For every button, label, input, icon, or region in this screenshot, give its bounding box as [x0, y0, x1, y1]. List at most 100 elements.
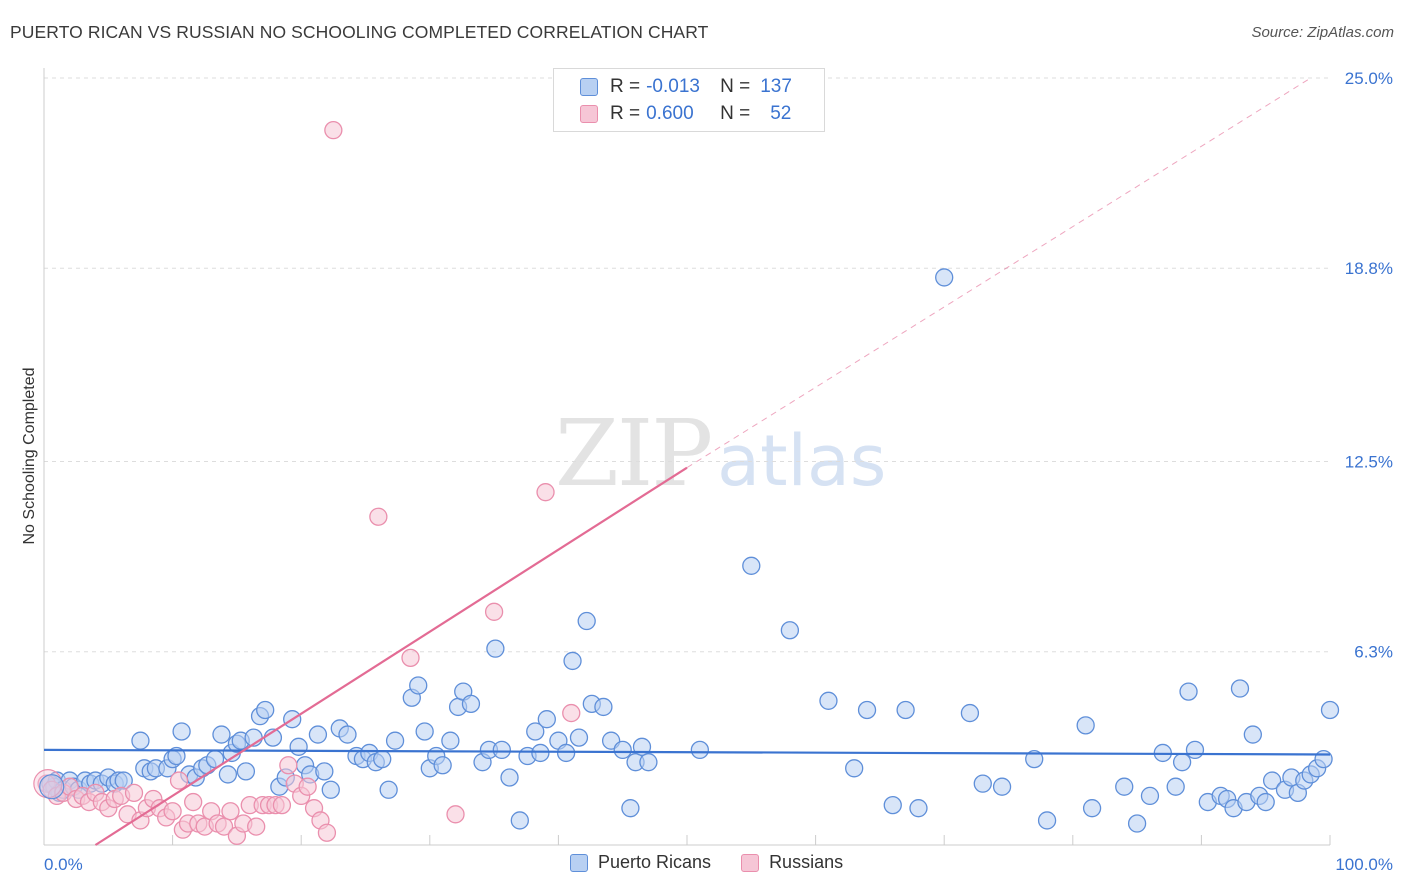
data-point-puerto-rican [212, 725, 231, 744]
data-point-puerto-rican [690, 740, 710, 760]
data-point-puerto-rican [218, 765, 238, 784]
data-point-puerto-rican [289, 737, 308, 756]
x-tick-label-max: 100.0% [1335, 855, 1393, 874]
series-legend-label: Russians [769, 852, 844, 872]
data-point-russian [169, 771, 189, 790]
data-point-puerto-rican [537, 710, 556, 729]
watermark-zip: ZIP [555, 400, 713, 507]
data-point-russian [272, 795, 292, 815]
data-point-puerto-rican [172, 722, 191, 741]
legend-n-label: N = [720, 103, 751, 124]
legend-n-label: N = [720, 76, 751, 97]
data-point-puerto-rican [415, 722, 434, 741]
data-point-puerto-rican [1166, 777, 1185, 796]
data-point-puerto-rican [256, 700, 275, 720]
data-point-russian [298, 777, 317, 796]
data-point-puerto-rican [1037, 811, 1057, 830]
source-note: Source: ZipAtlas.com [1251, 24, 1394, 41]
x-tick-label-min: 0.0% [44, 855, 83, 874]
data-point-puerto-rican [486, 639, 505, 658]
trendline-puerto-rican [43, 748, 1331, 756]
data-point-puerto-rican [500, 768, 519, 787]
data-point-puerto-rican [577, 611, 596, 631]
data-point-puerto-rican [1314, 749, 1333, 769]
data-point-russian [124, 783, 144, 802]
data-point-puerto-rican [621, 799, 640, 818]
data-point-puerto-rican [1076, 716, 1095, 735]
data-point-puerto-rican [613, 740, 632, 760]
data-point-puerto-rican [1256, 792, 1275, 812]
legend-row-puerto-ricans: R = -0.013 N = 137 [580, 75, 792, 99]
data-point-puerto-rican [556, 743, 576, 763]
data-point-puerto-rican [1230, 679, 1250, 698]
legend-n-value: 52 [770, 103, 792, 124]
legend-r-value: -0.013 [646, 76, 700, 97]
data-point-puerto-rican [409, 676, 428, 695]
data-point-puerto-rican [531, 743, 550, 763]
data-point-russian [401, 648, 420, 668]
data-point-puerto-rican [492, 740, 511, 760]
series-swatch-pink [741, 853, 760, 872]
data-point-puerto-rican [1172, 753, 1192, 772]
series-legend-puerto-ricans: Puerto Ricans [570, 852, 711, 873]
data-point-russian [562, 703, 581, 723]
data-point-puerto-rican [385, 731, 405, 750]
data-point-russian [369, 507, 388, 526]
y-tick-label: 6.3% [1354, 643, 1393, 662]
data-point-puerto-rican [1243, 725, 1262, 744]
legend-swatch-blue [580, 78, 598, 96]
data-point-puerto-rican [857, 700, 877, 720]
legend-r-value: 0.600 [646, 103, 694, 124]
data-point-puerto-rican [461, 694, 481, 714]
y-tick-label: 18.8% [1345, 259, 1393, 278]
data-point-russian [446, 805, 465, 824]
data-point-puerto-rican [338, 725, 357, 744]
data-point-puerto-rican [563, 651, 582, 671]
chart-title: PUERTO RICAN VS RUSSIAN NO SCHOOLING COM… [10, 22, 709, 42]
data-point-puerto-rican [373, 749, 392, 769]
data-point-puerto-rican [131, 731, 150, 750]
watermark-atlas: atlas [717, 420, 887, 502]
data-point-puerto-rican [315, 762, 334, 781]
data-point-puerto-rican [909, 799, 928, 818]
data-point-puerto-rican [845, 759, 864, 778]
data-point-russian [214, 817, 234, 836]
data-point-puerto-rican [819, 691, 838, 710]
data-point-puerto-rican [321, 780, 340, 799]
legend-swatch-pink [580, 105, 598, 123]
y-tick-label: 25.0% [1345, 69, 1393, 88]
data-point-russian [317, 823, 337, 842]
trendline-extension-russian [686, 77, 1311, 469]
data-point-puerto-rican [639, 753, 658, 772]
data-point-puerto-rican [236, 762, 256, 781]
series-legend-russians: Russians [741, 852, 843, 873]
data-point-puerto-rican [441, 731, 460, 750]
data-point-russian [484, 602, 504, 621]
data-point-russian [184, 792, 203, 812]
data-point-russian [247, 817, 266, 836]
trendline-russian [94, 466, 688, 846]
data-point-puerto-rican [896, 700, 915, 720]
data-point-puerto-rican [1320, 700, 1340, 720]
data-point-puerto-rican [883, 795, 902, 815]
y-tick-label: 12.5% [1345, 453, 1393, 472]
data-point-puerto-rican [780, 621, 800, 640]
legend-r-label: R = [610, 103, 641, 124]
data-point-puerto-rican [569, 728, 589, 747]
series-legend-label: Puerto Ricans [598, 852, 712, 872]
data-point-puerto-rican [526, 722, 545, 741]
data-point-russian [536, 483, 555, 502]
legend-n-value: 137 [760, 76, 792, 97]
data-point-puerto-rican [510, 811, 529, 830]
legend-row-russians: R = 0.600 N = 52 [580, 102, 791, 126]
data-point-puerto-rican [1262, 771, 1282, 790]
data-point-puerto-rican [935, 268, 954, 287]
correlation-legend: R = -0.013 N = 137 R = 0.600 N = 52 [553, 68, 825, 132]
data-point-puerto-rican [1082, 799, 1102, 818]
data-point-puerto-rican [1179, 682, 1198, 701]
data-point-puerto-rican [594, 697, 613, 717]
legend-r-label: R = [610, 76, 641, 97]
data-point-russian [279, 756, 298, 775]
data-point-puerto-rican [992, 777, 1012, 796]
